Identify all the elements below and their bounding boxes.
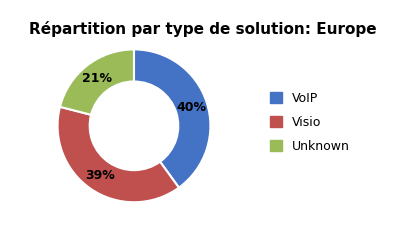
Wedge shape xyxy=(60,49,134,115)
Text: 39%: 39% xyxy=(85,169,115,182)
Legend: VoIP, Visio, Unknown: VoIP, Visio, Unknown xyxy=(269,92,349,153)
Text: 21%: 21% xyxy=(82,72,112,85)
Wedge shape xyxy=(134,49,210,188)
Wedge shape xyxy=(58,107,179,202)
Text: 40%: 40% xyxy=(176,101,206,114)
Text: Répartition par type de solution: Europe: Répartition par type de solution: Europe xyxy=(29,21,376,37)
